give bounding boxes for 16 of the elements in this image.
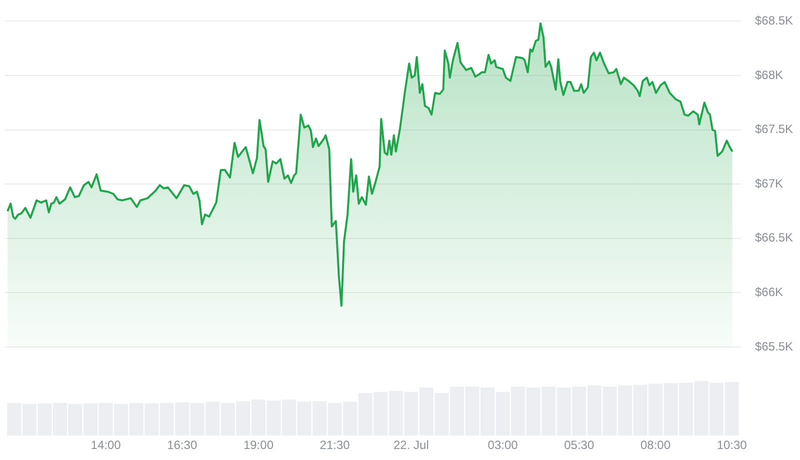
y-tick-label: $66K [755,285,784,300]
x-tick-label: 21:30 [320,438,350,452]
x-tick-label: 08:00 [640,438,671,452]
x-tick-label: 19:00 [243,438,274,452]
x-tick-label: 14:00 [90,438,122,452]
x-tick-label: 22. Jul [393,438,429,452]
y-tick-label: $67K [755,176,784,190]
x-tick-label: 10:30 [716,438,748,452]
y-tick-label: $66.5K [755,230,794,245]
x-tick-label: 03:00 [488,438,518,452]
y-tick-label: $68.5K [755,14,794,28]
y-tick-label: $67.5K [755,122,794,136]
y-tick-label: $65.5K [755,339,794,354]
x-tick-label: 05:30 [564,438,594,452]
y-tick-label: $68K [755,68,784,82]
x-tick-label: 16:30 [167,438,198,452]
